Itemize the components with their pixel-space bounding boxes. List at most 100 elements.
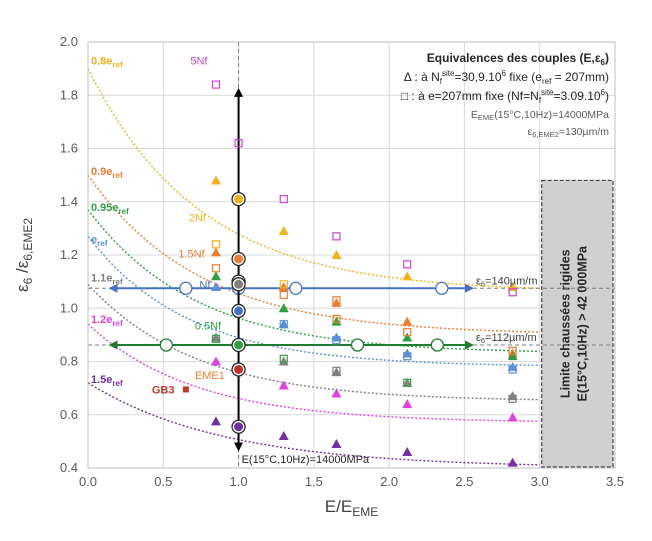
triangle-marker	[210, 271, 221, 281]
curve-label: 0.9eref	[91, 166, 123, 180]
square-marker	[508, 288, 517, 297]
triangle-marker	[210, 247, 221, 257]
triangle-marker	[331, 439, 342, 449]
square-marker	[403, 378, 412, 387]
y-tick-label: 0.8	[60, 354, 78, 369]
square-marker	[332, 366, 341, 375]
square-marker	[332, 232, 341, 241]
y-tick-label: 1.0	[60, 300, 78, 315]
markers	[182, 80, 518, 467]
fit-curve	[87, 174, 540, 333]
triangle-marker	[402, 377, 413, 387]
square-marker	[279, 194, 288, 204]
equivalence-circle	[435, 281, 449, 295]
fit-curve	[87, 382, 540, 466]
y-tick-label: 1.2	[60, 247, 78, 262]
center-dot	[234, 279, 244, 289]
triangle-marker	[507, 412, 518, 422]
gb3-marker	[182, 386, 189, 393]
square-marker	[211, 264, 221, 273]
curve-label: 0.95eref	[91, 202, 129, 216]
epsilon-label: ε6=140µm/m	[476, 275, 538, 288]
y-tick-label: 1.4	[60, 194, 78, 209]
gb3-label: GB3	[152, 384, 175, 396]
triangle-marker	[278, 319, 289, 329]
square-marker	[332, 314, 341, 323]
x-tick-label: 1.0	[230, 474, 248, 489]
triangle-marker	[402, 271, 413, 281]
square-marker	[279, 280, 288, 289]
fit-curve	[87, 323, 540, 422]
equivalence-circle	[430, 338, 444, 352]
center-dot	[234, 306, 244, 316]
square-marker	[211, 80, 221, 89]
square-marker	[403, 352, 412, 361]
triangle-marker	[278, 281, 289, 291]
square-marker	[279, 290, 288, 300]
equivalence-circle	[179, 281, 193, 295]
y-tick-label: 0.6	[60, 407, 78, 422]
y-tick-label: 2.0	[60, 34, 78, 49]
triangle-marker	[278, 356, 289, 366]
plot-frame	[87, 41, 616, 469]
curve-annotation: 0.5Nf	[195, 321, 222, 333]
triangle-marker	[210, 175, 221, 185]
triangle-marker	[507, 351, 518, 361]
y-tick-label: 1.6	[60, 141, 78, 156]
triangle-marker	[507, 457, 518, 467]
square-marker	[403, 328, 412, 337]
square-marker	[279, 320, 288, 329]
triangle-marker	[402, 316, 413, 326]
square-marker	[279, 354, 288, 363]
y-axis-title: ε6 /ε6,EME2	[13, 218, 35, 292]
triangle-marker	[278, 303, 289, 313]
square-marker	[234, 139, 243, 148]
square-marker	[403, 260, 412, 269]
triangle-marker	[402, 399, 413, 409]
triangle-marker	[331, 297, 342, 307]
fit-curve	[87, 235, 540, 367]
triangle-marker	[331, 388, 342, 398]
square-marker	[508, 346, 517, 355]
center-dot	[234, 254, 244, 264]
curve-annotation: 1.5Nf	[178, 249, 205, 261]
rigid-zone-box	[541, 179, 614, 468]
triangle-marker	[210, 356, 221, 366]
rigid-zone-label-1: Limite chaussées rigides	[558, 249, 572, 398]
legend-line-2: □ : à e=207mm fixe (Nf=Nfsite=3.09.106)	[401, 88, 609, 105]
equivalence-circle	[159, 338, 173, 352]
x-axis-title: E/EEME	[325, 497, 378, 519]
equivalence-circle	[289, 281, 303, 295]
curve-annotation: 5Nf	[190, 56, 208, 68]
center-dot	[234, 194, 244, 204]
legend-line-1: Δ : à Nfsite=30,9.106 fixe (eref = 207mm…	[404, 69, 609, 86]
triangle-marker	[210, 416, 221, 426]
triangle-marker	[331, 316, 342, 326]
triangle-marker	[210, 281, 221, 291]
x-tick-label: 2.5	[455, 474, 473, 489]
legend: Equivalences des couples (E,ε6) Δ : à Nfs…	[401, 51, 609, 139]
curve-annotation: Nf	[199, 279, 211, 291]
square-marker	[211, 240, 221, 249]
center-dot	[234, 364, 244, 374]
x-tick-label: 3.5	[606, 474, 624, 489]
curve-label: 1.5eref	[91, 374, 123, 388]
labels: 0.8eref 0.9eref 0.95eref eref 1.1eref 1.2eref…	[91, 56, 538, 397]
triangle-marker	[331, 250, 342, 259]
x-tick-label: 2.0	[380, 474, 398, 489]
x-tick-label: 1.5	[305, 474, 323, 489]
y-tick-label: 1.8	[60, 87, 78, 102]
square-marker	[508, 365, 517, 374]
y-tick-label: 0.4	[60, 460, 78, 475]
axes: 0.0 0.5 1.0 1.5 2.0 2.5 3.0 3.5 0.4 0.6 0.8 1.0 1.2 1…	[13, 34, 624, 519]
square-marker	[211, 334, 221, 343]
square-marker	[508, 394, 517, 403]
equivalence-circle	[350, 338, 365, 352]
triangle-marker	[278, 431, 289, 441]
curve-label: 1.2eref	[91, 314, 123, 328]
legend-line-4: ε6,EME2=130µm/m	[528, 126, 610, 139]
curve-label: eref	[91, 234, 108, 248]
curve-annotation: 2Nf	[189, 213, 207, 225]
x-tick-label: 0.5	[154, 474, 172, 489]
